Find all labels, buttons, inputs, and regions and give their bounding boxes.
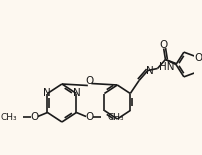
Text: N: N bbox=[73, 89, 81, 98]
Text: CH₃: CH₃ bbox=[0, 113, 17, 122]
Text: O: O bbox=[194, 53, 202, 63]
Text: O: O bbox=[30, 111, 38, 122]
Text: CH₃: CH₃ bbox=[107, 113, 124, 122]
Text: HN: HN bbox=[159, 62, 175, 71]
Text: O: O bbox=[85, 111, 94, 122]
Text: O: O bbox=[160, 40, 168, 49]
Text: O: O bbox=[85, 77, 94, 86]
Text: N: N bbox=[43, 89, 50, 98]
Text: N: N bbox=[146, 66, 154, 77]
